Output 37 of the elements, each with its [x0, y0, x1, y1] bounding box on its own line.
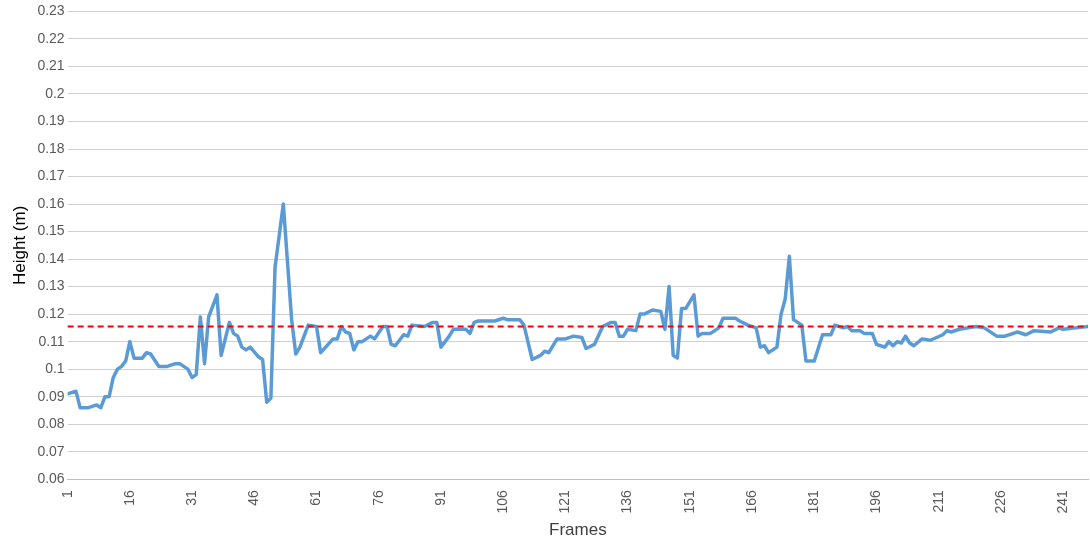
y-tick-label: 0.17: [37, 167, 65, 184]
x-tick-label: 226: [991, 490, 1008, 514]
x-tick-label: 121: [556, 490, 573, 514]
y-tick-label: 0.19: [37, 112, 65, 129]
y-tick-label: 0.16: [37, 194, 65, 211]
y-tick-label: 0.09: [37, 387, 65, 404]
x-tick-label: 76: [369, 490, 386, 506]
y-tick-label: 0.2: [45, 84, 65, 101]
y-tick-label: 0.22: [37, 29, 65, 46]
x-tick-label: 241: [1053, 490, 1070, 514]
y-tick-label: 0.14: [37, 249, 65, 266]
x-axis-title: Frames: [549, 520, 607, 540]
y-tick-label: 0.23: [37, 2, 65, 19]
x-tick-label: 1: [58, 490, 75, 499]
y-axis-title: Height (m): [9, 205, 29, 285]
x-tick-label: 211: [929, 490, 946, 513]
x-tick-label: 31: [182, 490, 199, 506]
x-tick-label: 196: [867, 490, 884, 514]
y-tick-label: 0.06: [37, 470, 65, 487]
x-tick-label: 166: [742, 490, 759, 514]
y-tick-label: 0.18: [37, 139, 65, 156]
x-tick-label: 151: [680, 490, 697, 514]
x-tick-label: 136: [618, 490, 635, 514]
y-tick-label: 0.1: [45, 360, 65, 377]
y-tick-label: 0.13: [37, 277, 65, 294]
x-tick-label: 61: [307, 490, 324, 506]
y-tick-label: 0.07: [37, 442, 65, 459]
x-tick-label: 181: [805, 490, 822, 514]
x-tick-label: 46: [245, 490, 262, 506]
x-tick-label: 16: [120, 490, 137, 506]
y-tick-label: 0.12: [37, 304, 65, 321]
y-tick-label: 0.15: [37, 222, 65, 239]
y-tick-label: 0.21: [37, 57, 65, 74]
y-tick-label: 0.08: [37, 415, 65, 432]
x-tick-label: 91: [431, 490, 448, 506]
x-tick-label: 106: [494, 490, 511, 514]
y-tick-label: 0.11: [38, 332, 65, 349]
